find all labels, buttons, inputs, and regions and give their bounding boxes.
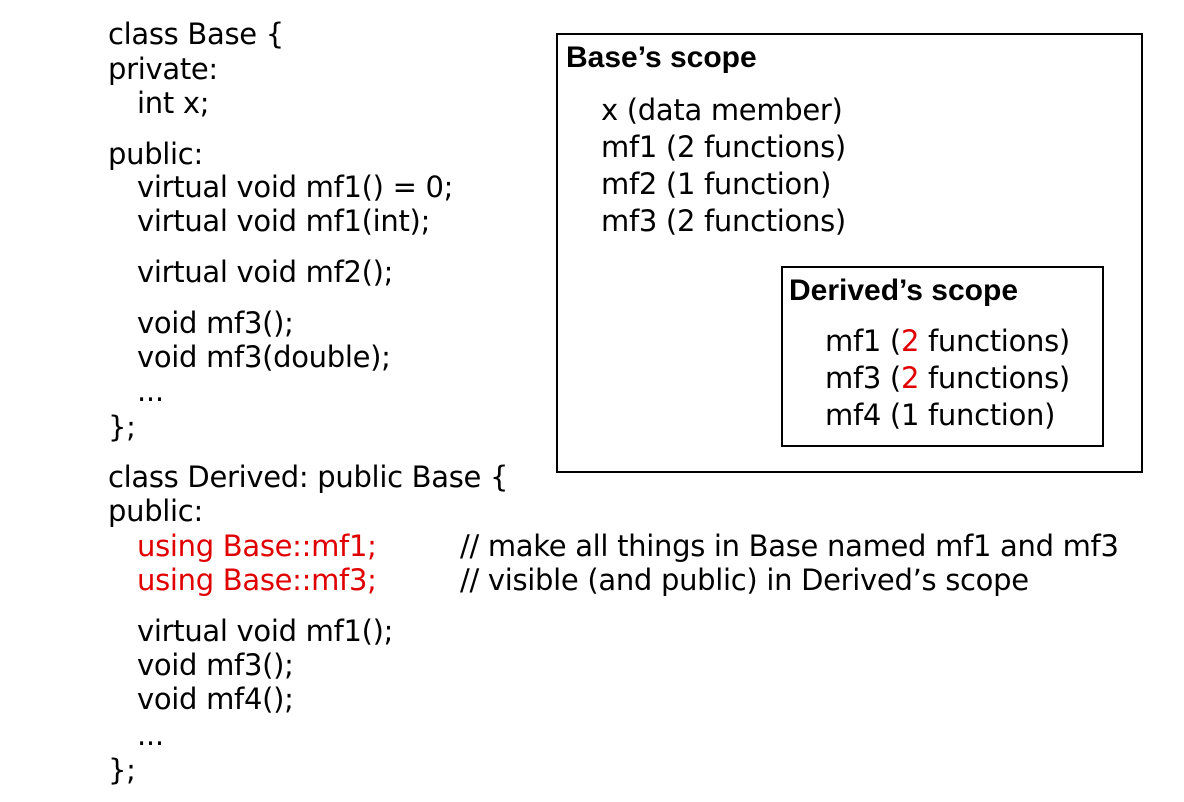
base-mf3-double: void mf3(double); (137, 340, 391, 374)
derived-scope-item-mf1: mf1 (2 functions) (825, 324, 1070, 358)
derived-scope-item-suffix: function) (919, 398, 1056, 432)
derived-scope-box: Derived’s scope mf1 (2 functions) mf3 (2… (781, 266, 1104, 447)
derived-ellipsis: ... (137, 718, 164, 752)
base-mf1-pure: virtual void mf1() = 0; (137, 170, 454, 204)
base-public-label: public: (108, 137, 203, 171)
base-scope-item: mf3 (2 functions) (601, 204, 846, 238)
derived-mf4: void mf4(); (137, 682, 294, 716)
derived-mf1: virtual void mf1(); (137, 614, 394, 648)
base-scope-item: x (data member) (601, 93, 843, 127)
base-scope-title: Base’s scope (566, 41, 757, 74)
base-mf2: virtual void mf2(); (137, 255, 394, 289)
base-mf1-int: virtual void mf1(int); (137, 204, 431, 238)
using-mf3-declaration: using Base::mf3; (137, 563, 377, 597)
base-mf3: void mf3(); (137, 306, 294, 340)
derived-mf3: void mf3(); (137, 648, 294, 682)
derived-scope-item-name: mf1 ( (825, 324, 901, 358)
comment-line-1: // make all things in Base named mf1 and… (460, 529, 1119, 563)
base-scope-item: mf2 (1 function) (601, 167, 832, 201)
derived-public-label: public: (108, 494, 203, 528)
base-close: }; (108, 410, 136, 444)
derived-scope-item-name: mf4 ( (825, 398, 901, 432)
derived-scope-item-suffix: functions) (919, 324, 1070, 358)
comment-line-2: // visible (and public) in Derived’s sco… (460, 563, 1029, 597)
derived-scope-item-suffix: functions) (919, 361, 1070, 395)
base-private-label: private: (108, 52, 218, 86)
derived-scope-item-name: mf3 ( (825, 361, 901, 395)
derived-scope-item-count: 2 (900, 324, 920, 358)
using-mf1-declaration: using Base::mf1; (137, 529, 377, 563)
derived-scope-item-count: 1 (900, 398, 920, 432)
derived-close: }; (108, 753, 136, 787)
base-scope-item: mf1 (2 functions) (601, 130, 846, 164)
derived-class-header: class Derived: public Base { (108, 460, 509, 494)
derived-scope-item-count: 2 (900, 361, 920, 395)
derived-scope-title: Derived’s scope (789, 274, 1018, 307)
base-member-x: int x; (137, 86, 210, 120)
base-ellipsis: ... (137, 374, 164, 408)
base-class-header: class Base { (108, 17, 284, 51)
derived-scope-item-mf3: mf3 (2 functions) (825, 361, 1070, 395)
derived-scope-item-mf4: mf4 (1 function) (825, 398, 1055, 432)
